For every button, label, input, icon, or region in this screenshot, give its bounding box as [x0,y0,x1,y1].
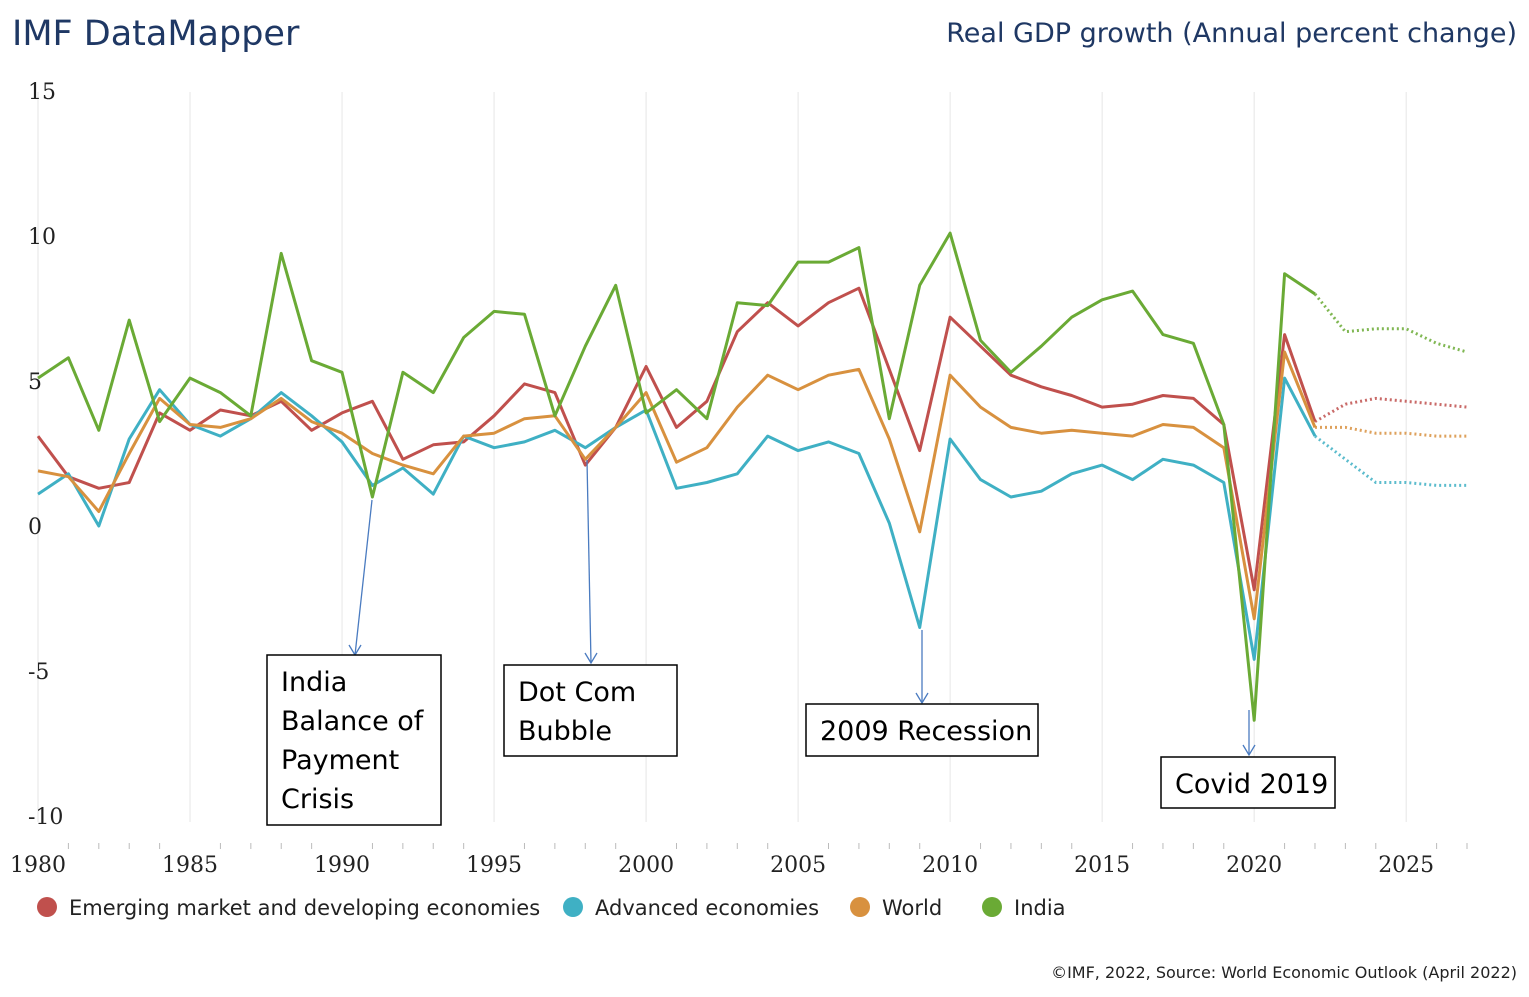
x-tick-label: 1980 [10,853,66,878]
x-tick-label: 1995 [466,853,522,878]
y-tick-label: -5 [28,660,49,685]
legend-label: Advanced economies [595,896,819,920]
annotation-box [266,654,442,826]
annotation-text: Bubble [518,716,612,747]
series-forecast-line-1 [1314,434,1467,487]
x-tick-label: 1985 [162,853,218,878]
y-tick-label: 0 [28,515,42,540]
legend-marker-1 [563,897,583,917]
source-credit: ©IMF, 2022, Source: World Economic Outlo… [1051,963,1517,982]
legend-marker-2 [850,897,870,917]
annotation-text: 2009 Recession [820,716,1032,747]
annotation-box [805,703,1039,757]
y-tick-label: 10 [28,225,56,250]
annotation-box [1160,756,1336,809]
legend-marker-0 [37,897,57,917]
y-tick-label: 5 [28,370,42,395]
x-tick-label: 2015 [1074,853,1130,878]
arrow-head-icon [584,652,598,665]
y-tick-label: -10 [28,805,63,830]
x-tick-label: 2010 [922,853,978,878]
arrow-head-icon [915,692,929,705]
legend-label: World [882,896,942,920]
brand-logo-text: IMF DataMapper [12,14,300,54]
x-tick-label: 2025 [1378,853,1434,878]
annotation-arrow [354,499,373,656]
x-tick-label: 1990 [314,853,370,878]
series-forecast-line-3 [1313,293,1468,354]
series-line-0 [36,286,1317,592]
legend-marker-3 [982,897,1002,917]
annotation-box [503,664,678,757]
legend-label: India [1014,896,1066,920]
series-forecast-line-0 [1314,396,1468,423]
y-tick-label: 15 [28,80,56,105]
chart-title: Real GDP growth (Annual percent change) [946,18,1517,49]
series-line-3 [37,231,1316,722]
x-tick-label: 2000 [618,853,674,878]
annotation-text: Covid 2019 [1175,769,1328,800]
x-tick-label: 2020 [1226,853,1282,878]
series-line-1 [37,376,1317,661]
series-forecast-line-2 [1315,425,1467,438]
legend-label: Emerging market and developing economies [69,896,540,920]
annotation-text: Crisis [281,784,354,815]
arrow-head-icon [1242,744,1256,757]
annotation-text: Payment [281,745,399,776]
annotation-text: India [281,667,347,698]
annotation-text: Dot Com [518,677,636,708]
x-tick-label: 2005 [770,853,826,878]
annotation-arrow [586,459,592,664]
series-line-2 [37,350,1317,621]
annotation-text: Balance of [281,706,425,737]
